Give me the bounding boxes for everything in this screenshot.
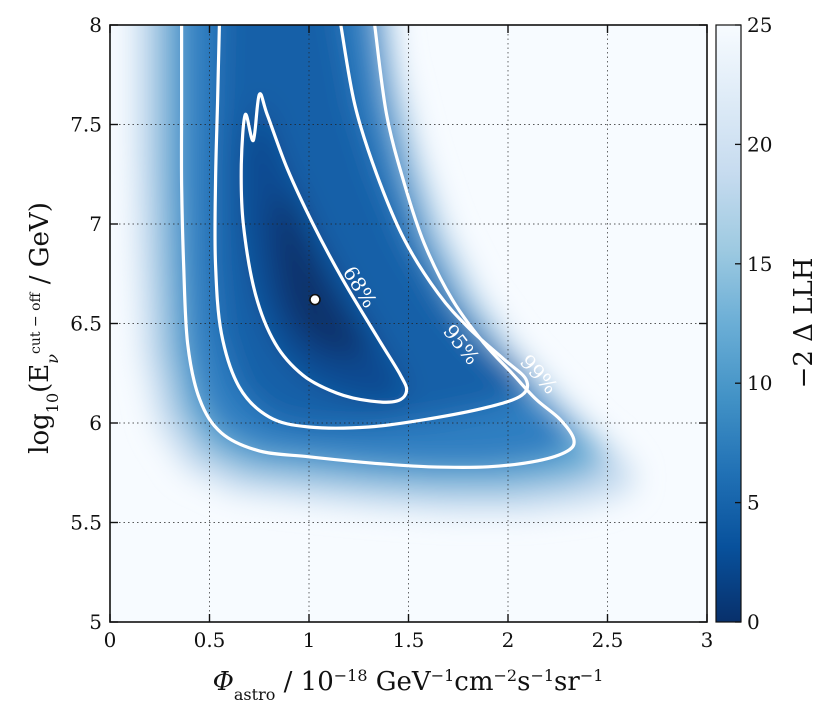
y-tick-label: 8 <box>89 13 102 37</box>
y-axis-label: log10(Eνcut − off / GeV) <box>25 202 62 454</box>
x-axis-label: Φastro / 10−18 GeV−1cm−2s−1sr−1 <box>213 666 604 704</box>
colorbar-tick-label: 10 <box>747 371 772 395</box>
colorbar-tick-label: 20 <box>747 132 772 156</box>
y-tick-label: 6.5 <box>70 312 102 336</box>
colorbar-ticks: 0 5 10 15 20 25 <box>735 13 772 634</box>
colorbar <box>715 24 742 623</box>
y-tick-labels: 5 5.5 6 6.5 7 7.5 8 <box>70 13 102 634</box>
colorbar-tick-label: 25 <box>747 13 772 37</box>
heatmap-layer <box>134 25 637 513</box>
colorbar-tick-label: 5 <box>747 491 760 515</box>
y-tick-label: 7.5 <box>70 113 102 137</box>
heatmap-fill <box>134 25 637 513</box>
contour-95 <box>213 25 530 430</box>
x-tick-label: 1.5 <box>393 628 425 652</box>
y-tick-label: 5 <box>89 610 102 634</box>
contour-68 <box>239 92 409 404</box>
x-tick-label: 2 <box>502 628 515 652</box>
colorbar-tick-label: 0 <box>747 610 760 634</box>
y-tick-label: 5.5 <box>70 511 102 535</box>
x-tick-labels: 0 0.5 1 1.5 2 2.5 3 <box>104 628 714 652</box>
axis-ticks <box>109 24 708 623</box>
x-tick-label: 2.5 <box>592 628 624 652</box>
colorbar-label: −2 Δ LLH <box>789 258 819 389</box>
x-tick-label: 0.5 <box>194 628 226 652</box>
best-fit-point <box>309 293 321 306</box>
x-tick-label: 0 <box>104 628 117 652</box>
x-tick-label: 3 <box>701 628 714 652</box>
heat-band-core <box>274 186 366 356</box>
grid-lines <box>110 25 707 622</box>
y-tick-label: 6 <box>89 411 102 435</box>
x-tick-label: 1 <box>303 628 316 652</box>
colorbar-tick-label: 15 <box>747 252 772 276</box>
y-tick-label: 7 <box>89 212 102 236</box>
contour-99 <box>179 25 576 469</box>
